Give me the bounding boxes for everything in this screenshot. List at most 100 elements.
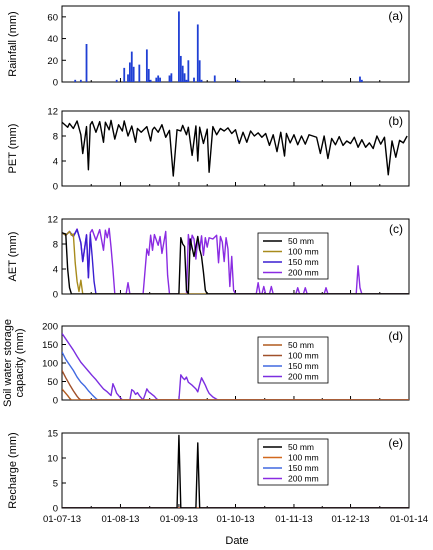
- plot-frame: [61, 325, 410, 401]
- panel-label: (b): [388, 114, 403, 128]
- x-tick-label: 01-01-14: [390, 514, 428, 525]
- y-tick-label: 0: [53, 396, 58, 407]
- rainfall-bar: [115, 79, 118, 82]
- legend-label: 100 mm: [288, 247, 319, 257]
- series-line: [62, 388, 409, 400]
- panel-label: (c): [389, 222, 403, 236]
- y-axis-label: Soil water storage: [2, 319, 14, 407]
- rainfall-bar: [149, 79, 152, 82]
- x-tick-label: 01-10-13: [216, 514, 254, 525]
- panel-d: 0 50 100 150 200 Soil water storage capacity (…: [2, 319, 410, 407]
- panel-b: 0 4 8 12 PET (mm) (b): [7, 107, 410, 193]
- rainfall-bar: [198, 60, 201, 82]
- legend-box: [257, 438, 329, 486]
- y-tick-label: 12: [47, 107, 58, 118]
- plot-area: [62, 227, 409, 294]
- y-tick-label: 10: [47, 454, 58, 465]
- series-line: [62, 230, 409, 294]
- series-line: [62, 333, 409, 400]
- x-tick-label: 01-07-13: [43, 514, 81, 525]
- plot-area: [62, 333, 409, 400]
- legend-label: 50 mm: [288, 442, 314, 452]
- x-tick-label: 01-11-13: [275, 514, 312, 525]
- legend-label: 50 mm: [288, 236, 314, 246]
- rainfall-bar: [138, 64, 141, 82]
- rainfall-bar: [130, 51, 133, 82]
- panel-label: (e): [388, 436, 403, 450]
- rainfall-bar: [238, 80, 241, 82]
- legend-label: 100 mm: [288, 351, 319, 361]
- y-tick-label: 5: [53, 479, 58, 490]
- plot-area: [62, 119, 408, 177]
- rainfall-bar: [145, 49, 148, 82]
- legend-label: 150 mm: [288, 361, 319, 371]
- y-tick-label: 0: [53, 78, 58, 89]
- y-tick-label: 4: [53, 157, 58, 168]
- rainfall-bar: [213, 75, 216, 82]
- y-tick-label: 200: [42, 322, 58, 333]
- y-tick-label: 50: [47, 377, 58, 388]
- panel-a: 0 20 40 60 Rainfall (mm) (a): [7, 5, 410, 89]
- legend-label: 150 mm: [288, 463, 319, 473]
- panel-label: (a): [388, 9, 403, 23]
- series-line: [62, 227, 409, 294]
- rainfall-bar: [183, 73, 186, 82]
- rainfall-bar: [74, 79, 77, 82]
- legend-label: 200 mm: [288, 474, 319, 484]
- x-axis-label: Date: [225, 535, 248, 547]
- rainfall-bar: [147, 68, 150, 82]
- rainfall-bar: [132, 66, 135, 82]
- y-tick-label: 150: [42, 340, 58, 351]
- y-tick-label: 60: [47, 12, 58, 23]
- panel-label: (d): [388, 329, 403, 343]
- rainfall-bar: [155, 77, 158, 82]
- panel-e: 0 5 10 15 01-07-13 01-08-13 01-09-13 01-10-13 01…: [7, 429, 428, 526]
- y-axis-label: Rainfall (mm): [7, 11, 19, 76]
- plot-frame: [61, 110, 410, 187]
- rainfall-bar: [168, 75, 171, 82]
- series-line: [62, 232, 409, 294]
- rainfall-bar: [360, 79, 363, 82]
- series-line: [62, 351, 409, 400]
- x-tick-label: 01-12-13: [332, 514, 370, 525]
- y-tick-label: 100: [42, 359, 58, 370]
- rainfall-bar: [85, 44, 88, 82]
- y-tick-label: 0: [53, 182, 58, 193]
- y-tick-label: 12: [47, 215, 58, 226]
- y-tick-label: 0: [53, 504, 58, 515]
- y-axis-label: Recharge (mm): [7, 432, 19, 508]
- rainfall-bar: [79, 79, 82, 82]
- y-tick-label: 8: [53, 132, 58, 143]
- rainfall-bar: [159, 77, 161, 82]
- series-line: [62, 434, 409, 508]
- rainfall-bar: [193, 77, 195, 82]
- y-tick-label: 0: [53, 290, 58, 301]
- rainfall-bar: [157, 75, 160, 82]
- rainfall-bar: [359, 76, 361, 82]
- y-tick-label: 40: [47, 34, 58, 45]
- y-axis-label: AET (mm): [7, 232, 19, 282]
- y-tick-label: 4: [53, 265, 58, 276]
- legend-label: 150 mm: [288, 257, 319, 267]
- rainfall-bar: [123, 67, 126, 82]
- rainfall-bar: [128, 62, 131, 82]
- plot-frame: [61, 5, 410, 83]
- rainfall-bar: [185, 79, 188, 82]
- legend-label: 200 mm: [288, 268, 319, 278]
- plot-area: [62, 434, 409, 508]
- legend-label: 100 mm: [288, 453, 319, 463]
- rainfall-bar: [181, 65, 184, 82]
- x-tick-label: 01-08-13: [101, 514, 139, 525]
- rainfall-bar: [178, 11, 180, 82]
- y-tick-label: 20: [47, 56, 58, 67]
- x-tick-label: 01-09-13: [160, 514, 198, 525]
- legend-label: 200 mm: [288, 372, 319, 382]
- y-tick-label: 8: [53, 240, 58, 251]
- y-tick-label: 15: [47, 429, 58, 440]
- rainfall-bar: [196, 24, 199, 82]
